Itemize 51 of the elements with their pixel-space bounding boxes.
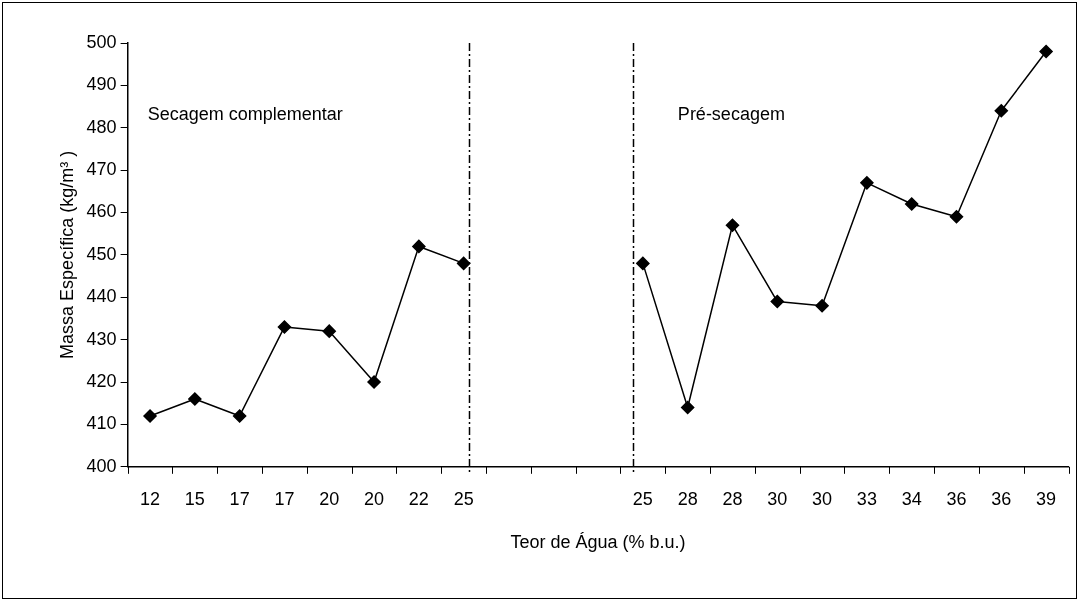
point [1039,44,1053,59]
x-tick-label: 34 [901,488,922,509]
annotation: Pré-secagem [677,103,785,124]
y-axis-title: Massa Específica (kg/m³ ) [56,150,77,359]
point [636,256,650,271]
y-tick-label: 420 [86,371,117,392]
x-tick-label: 17 [274,488,295,509]
x-tick-label: 30 [812,488,833,509]
y-tick-label: 400 [86,455,117,476]
point [815,299,829,313]
x-tick-label: 28 [677,488,698,509]
x-axis-title: Teor de Água (% b.u.) [510,532,686,553]
x-tick-label: 15 [184,488,205,509]
point [188,392,202,406]
x-tick-label: 17 [229,488,250,509]
y-tick-label: 440 [86,286,117,307]
point [949,210,964,224]
x-tick-label: 20 [364,488,385,509]
y-tick-label: 410 [86,413,117,434]
point [322,324,336,338]
point [367,375,381,389]
point [277,320,292,334]
point [994,104,1009,118]
point [904,197,919,211]
x-tick-label: 20 [319,488,340,509]
x-tick-label: 39 [1036,488,1057,509]
point [680,400,695,415]
x-tick-label: 36 [946,488,967,509]
x-tick-label: 12 [140,488,161,509]
x-tick-label: 22 [408,488,429,509]
point [456,256,471,271]
y-tick-label: 500 [86,31,117,52]
point [412,239,426,254]
x-tick-label: 25 [632,488,653,509]
x-tick-label: 33 [856,488,877,509]
point [770,294,785,309]
point [860,176,874,190]
x-tick-label: 30 [767,488,788,509]
y-tick-label: 450 [86,243,117,264]
point [725,218,740,232]
x-tick-label: 28 [722,488,743,509]
point [143,409,157,423]
point [232,409,247,423]
x-tick-label: 36 [991,488,1012,509]
y-tick-label: 470 [86,159,117,180]
y-tick-label: 480 [86,116,117,137]
y-tick-label: 460 [86,201,117,222]
y-tick-label: 430 [86,328,117,349]
y-tick-label: 490 [86,74,117,95]
annotation: Secagem complementar [147,103,343,124]
x-tick-label: 25 [453,488,474,509]
